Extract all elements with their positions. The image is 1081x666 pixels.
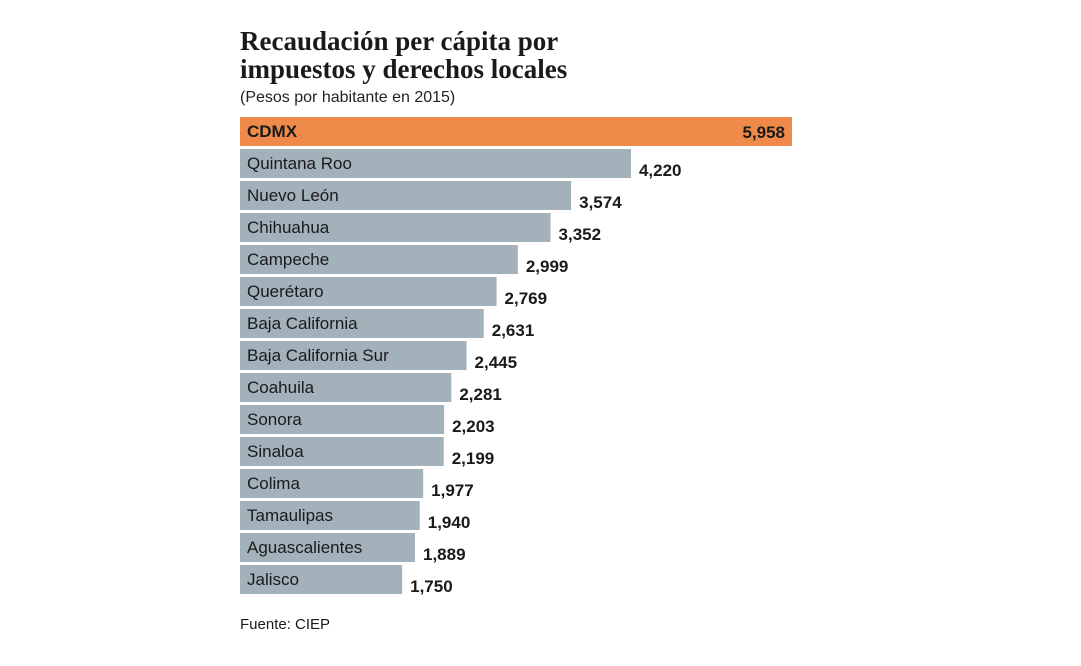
category-label: Colima [247,474,300,493]
value-label: 2,999 [526,257,569,276]
category-label: Chihuahua [247,218,330,237]
category-label: Quintana Roo [247,154,352,173]
value-label: 2,199 [452,449,495,468]
value-label: 2,281 [459,385,502,404]
chart-subtitle: (Pesos por habitante en 2015) [240,89,455,106]
value-label: 1,889 [423,545,466,564]
bar [240,181,572,210]
value-label: 2,631 [492,321,535,340]
category-label: Baja California Sur [247,346,389,365]
category-label: Sonora [247,410,302,429]
bar [240,373,452,402]
bar [240,501,420,530]
category-label: Jalisco [247,570,299,589]
bar [240,309,484,338]
bar [240,341,467,370]
category-label: Sinaloa [247,442,304,461]
value-label: 1,940 [428,513,471,532]
chart-source: Fuente: CIEP [240,616,330,633]
category-label: Aguascalientes [247,538,362,557]
value-label: 1,750 [410,577,453,596]
category-label: Querétaro [247,282,324,301]
bar [240,213,551,242]
category-label: Tamaulipas [247,506,333,525]
category-label: Baja California [247,314,358,333]
bar [240,565,403,594]
value-label: 2,769 [505,289,548,308]
bar [240,277,497,306]
category-label: Nuevo León [247,186,339,205]
category-label: Campeche [247,250,329,269]
value-label: 3,352 [559,225,602,244]
bar [240,117,792,146]
category-label: CDMX [247,122,298,141]
chart-title-line: Recaudación per cápita por [240,26,558,56]
value-label: 3,574 [579,193,622,212]
category-label: Coahuila [247,378,315,397]
bar [240,437,444,466]
bar [240,469,424,498]
value-label: 2,203 [452,417,495,436]
bar [240,149,631,178]
value-label: 2,445 [475,353,518,372]
value-label: 5,958 [742,123,785,142]
value-label: 4,220 [639,161,682,180]
bar [240,533,416,562]
bar [240,245,518,274]
bar [240,405,445,434]
chart-title-line: impuestos y derechos locales [240,54,567,84]
value-label: 1,977 [431,481,474,500]
